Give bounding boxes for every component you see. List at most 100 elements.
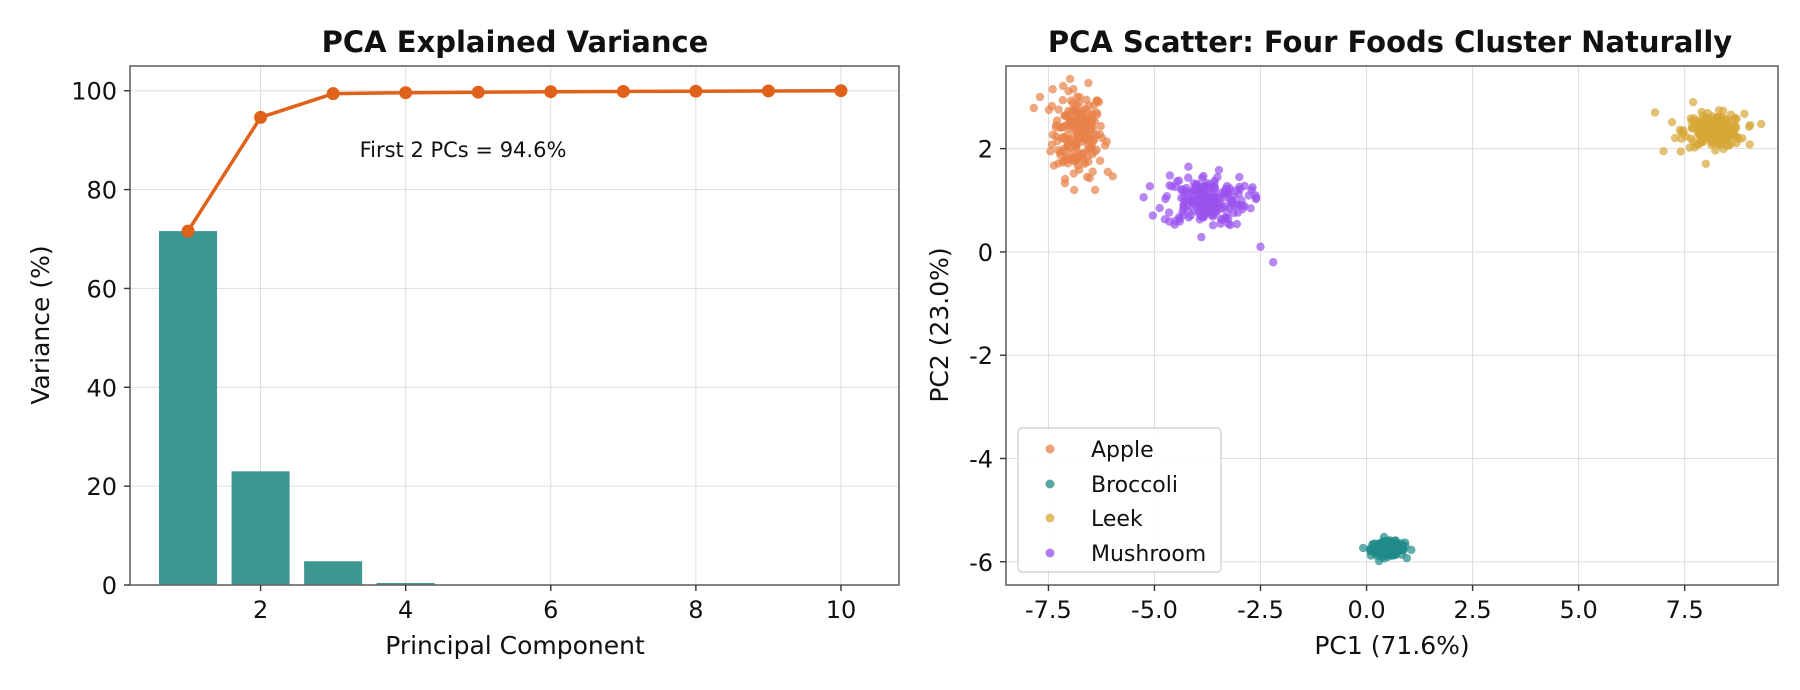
- scatter-y-tick-label: -4: [969, 445, 993, 473]
- mushroom-point: [1214, 165, 1224, 175]
- mushroom-point: [1226, 187, 1235, 196]
- mushroom-point: [1244, 191, 1253, 200]
- scatter-y-tick-label: -6: [969, 549, 993, 577]
- apple-point: [1060, 135, 1069, 144]
- apple-point: [1046, 147, 1055, 156]
- cumulative-point: [181, 224, 195, 238]
- mushroom-point: [1194, 201, 1204, 210]
- mushroom-point: [1162, 191, 1172, 201]
- legend-box: [1017, 427, 1222, 573]
- apple-point: [1044, 105, 1054, 115]
- apple-point: [1084, 78, 1093, 88]
- legend-mushroom-marker: [1045, 548, 1055, 558]
- leek-point: [1659, 147, 1668, 156]
- mushroom-point: [1165, 171, 1175, 180]
- scatter-x-axis-label: PC1 (71.6%): [1314, 631, 1469, 660]
- leek-point: [1690, 116, 1699, 126]
- variance-panel: PCA Explained Variance 2 4 6 8 1002040608010…: [26, 25, 900, 660]
- mushroom-point: [1234, 189, 1243, 199]
- variance-x-tick-label: 2: [253, 596, 268, 624]
- cumulative-point: [761, 84, 775, 98]
- mushroom-point: [1235, 172, 1244, 182]
- leek-point: [1688, 97, 1698, 107]
- mushroom-point: [1229, 201, 1238, 211]
- leek-point: [1711, 124, 1720, 133]
- variance-y-tick-label: 20: [86, 473, 117, 501]
- mushroom-point: [1177, 185, 1186, 195]
- broccoli-point: [1402, 553, 1412, 563]
- apple-point: [1092, 108, 1101, 117]
- mushroom-point: [1184, 173, 1193, 182]
- cumulative-point: [616, 84, 630, 98]
- apple-point: [1081, 104, 1090, 113]
- legend-apple-marker: [1045, 444, 1055, 454]
- apple-point: [1029, 103, 1039, 113]
- variance-y-tick-label: 100: [71, 78, 117, 106]
- cumulative-point: [689, 84, 703, 98]
- mushroom-point: [1216, 214, 1226, 224]
- leek-point: [1719, 144, 1728, 154]
- broccoli-point: [1359, 543, 1368, 553]
- variance-y-axis-label: Variance (%): [26, 245, 55, 404]
- apple-point: [1071, 157, 1080, 166]
- mushroom-point: [1208, 221, 1218, 230]
- apple-point: [1080, 158, 1089, 167]
- mushroom-point: [1183, 188, 1193, 198]
- mushroom-point: [1139, 193, 1148, 202]
- mushroom-point: [1232, 219, 1242, 229]
- apple-point: [1077, 111, 1087, 121]
- mushroom-point: [1256, 242, 1265, 251]
- legend-apple-label: Apple: [1091, 438, 1154, 463]
- legend-mushroom-label: Mushroom: [1091, 542, 1206, 567]
- cumulative-annotation: First 2 PCs = 94.6%: [360, 138, 567, 162]
- leek-point: [1667, 117, 1677, 127]
- variance-y-tick-label: 80: [86, 177, 117, 205]
- legend-leek-label: Leek: [1091, 507, 1143, 532]
- leek-point: [1711, 146, 1720, 155]
- leek-point: [1744, 122, 1754, 132]
- apple-point: [1074, 98, 1084, 107]
- apple-point: [1072, 141, 1081, 150]
- cumulative-point: [471, 85, 485, 99]
- leek-point: [1701, 119, 1710, 129]
- scatter-legend: Apple Broccoli Leek Mushroom: [1017, 427, 1222, 573]
- scatter-x-tick-label: 2.5: [1454, 596, 1492, 624]
- leek-point: [1757, 119, 1766, 129]
- variance-bar: [231, 471, 290, 585]
- mushroom-point: [1170, 220, 1179, 229]
- mushroom-point: [1269, 258, 1278, 267]
- variance-bar: [304, 561, 363, 585]
- variance-x-tick-label: 10: [826, 596, 857, 624]
- cumulative-point: [544, 85, 558, 99]
- apple-point: [1056, 123, 1066, 132]
- cumulative-point: [326, 87, 340, 101]
- cumulative-point: [834, 84, 848, 98]
- apple-point: [1066, 96, 1076, 105]
- variance-x-tick-label: 4: [398, 596, 413, 624]
- scatter-x-tick-label: 7.5: [1666, 596, 1704, 624]
- scatter-panel: PCA Scatter: Four Foods Cluster Naturall…: [925, 25, 1779, 660]
- apple-point: [1069, 185, 1079, 195]
- apple-point: [1090, 185, 1100, 195]
- scatter-chart-title: PCA Scatter: Four Foods Cluster Naturall…: [1048, 25, 1732, 59]
- apple-point: [1096, 121, 1105, 131]
- variance-y-tick-label: 0: [102, 572, 117, 600]
- apple-point: [1103, 167, 1113, 177]
- leek-point: [1718, 135, 1727, 145]
- mushroom-point: [1205, 208, 1214, 217]
- scatter-y-axis-label: PC2 (23.0%): [925, 247, 954, 402]
- variance-plot-frame: [129, 65, 900, 586]
- leek-point: [1738, 133, 1747, 143]
- leek-point: [1701, 159, 1711, 168]
- broccoli-point: [1407, 545, 1416, 555]
- mushroom-point: [1229, 208, 1239, 218]
- apple-point: [1035, 92, 1045, 102]
- mushroom-point: [1197, 232, 1206, 242]
- scatter-x-tick-label: -5.0: [1131, 596, 1178, 624]
- apple-point: [1085, 173, 1094, 183]
- leek-point: [1650, 108, 1660, 117]
- apple-point: [1056, 150, 1065, 160]
- apple-point: [1088, 167, 1097, 176]
- leek-point: [1676, 147, 1685, 156]
